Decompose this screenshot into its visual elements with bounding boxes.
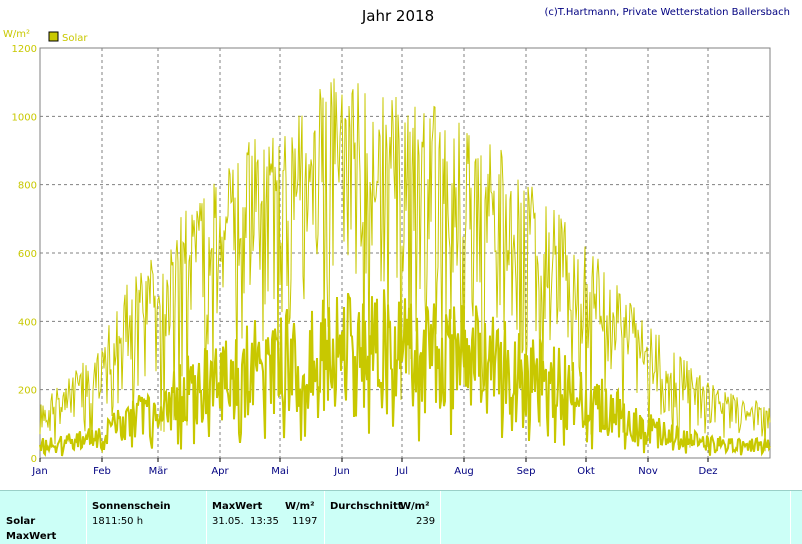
stats-max-date: 31.05.: [212, 516, 244, 527]
y-tick-label: 0: [31, 454, 37, 465]
stats-header-sonnenschein: Sonnenschein: [92, 501, 171, 512]
x-tick-label: Mär: [149, 466, 169, 477]
stats-unit-durchschnitt: W/m²: [400, 501, 430, 512]
series-group: [39, 78, 771, 457]
y-tick-label: 1000: [12, 112, 37, 123]
stats-table: Solar MaxWert Sonnenschein 1811:50 h Max…: [0, 490, 802, 544]
stats-value-durchschnitt: 239: [416, 516, 436, 527]
legend-label-solar: Solar: [62, 33, 88, 44]
x-tick-label: Okt: [577, 466, 595, 477]
stats-divider: [206, 491, 207, 544]
stats-max-time: 13:35: [250, 516, 279, 527]
x-tick-label: Apr: [211, 466, 229, 477]
y-tick-label: 800: [18, 181, 37, 192]
stats-header-maxwert: MaxWert: [212, 501, 263, 512]
credit-text: (c)T.Hartmann, Private Wetterstation Bal…: [544, 7, 790, 18]
legend-swatch-solar: [48, 31, 59, 42]
x-tick-label: Aug: [454, 466, 474, 477]
y-tick-label: 200: [18, 386, 37, 397]
x-tick-label: Jan: [31, 466, 47, 477]
series-solar-max-line: [39, 78, 771, 452]
stats-divider: [440, 491, 441, 544]
x-axis-ticks: Jan Feb Mär Apr Mai Jun Jul Aug Sep Okt Nov Dez: [31, 458, 718, 477]
stats-header-durchschnitt: Durchschnitt: [330, 501, 403, 512]
y-axis-ticks: 0 200 400 600 800 1000 1200: [12, 44, 37, 465]
stats-divider: [324, 491, 325, 544]
x-tick-label: Sep: [517, 466, 536, 477]
y-axis-unit: W/m²: [3, 29, 30, 40]
x-tick-label: Mai: [271, 466, 289, 477]
chart-title: Jahr 2018: [361, 7, 434, 25]
stats-divider: [790, 491, 791, 544]
y-tick-label: 400: [18, 317, 37, 328]
series-solar-mean-line: [39, 289, 771, 457]
stats-divider: [86, 491, 87, 544]
solar-chart: Jahr 2018 (c)T.Hartmann, Private Wetters…: [3, 7, 790, 477]
stats-unit-maxwert: W/m²: [285, 501, 315, 512]
x-tick-label: Dez: [698, 466, 717, 477]
y-tick-label: 1200: [12, 44, 37, 55]
stats-value-sonnenschein: 1811:50 h: [92, 516, 144, 527]
stats-row-label-maxwert: MaxWert: [6, 531, 57, 542]
y-tick-label: 600: [18, 249, 37, 260]
stats-row-label-solar: Solar: [6, 516, 36, 527]
x-tick-label: Feb: [93, 466, 111, 477]
stats-max-value: 1197: [292, 516, 318, 527]
x-tick-label: Jun: [333, 466, 350, 477]
x-tick-label: Jul: [395, 466, 408, 477]
x-tick-label: Nov: [638, 466, 658, 477]
